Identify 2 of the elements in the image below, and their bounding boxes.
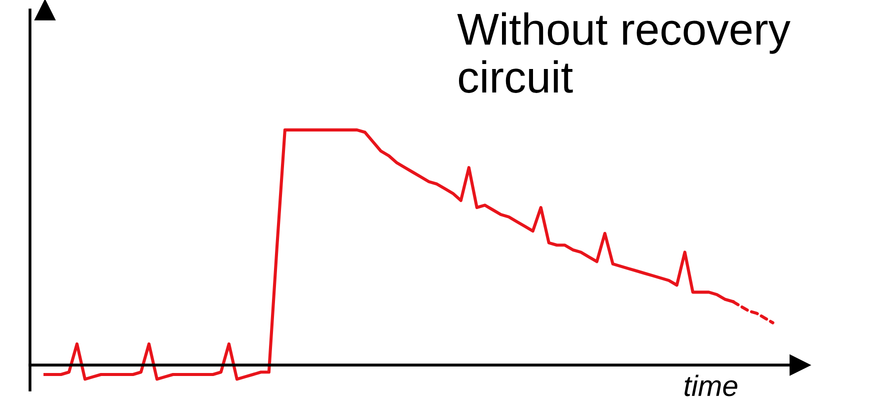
x-axis-title: time <box>684 374 738 396</box>
text: Without recovery circuit <box>457 12 790 93</box>
